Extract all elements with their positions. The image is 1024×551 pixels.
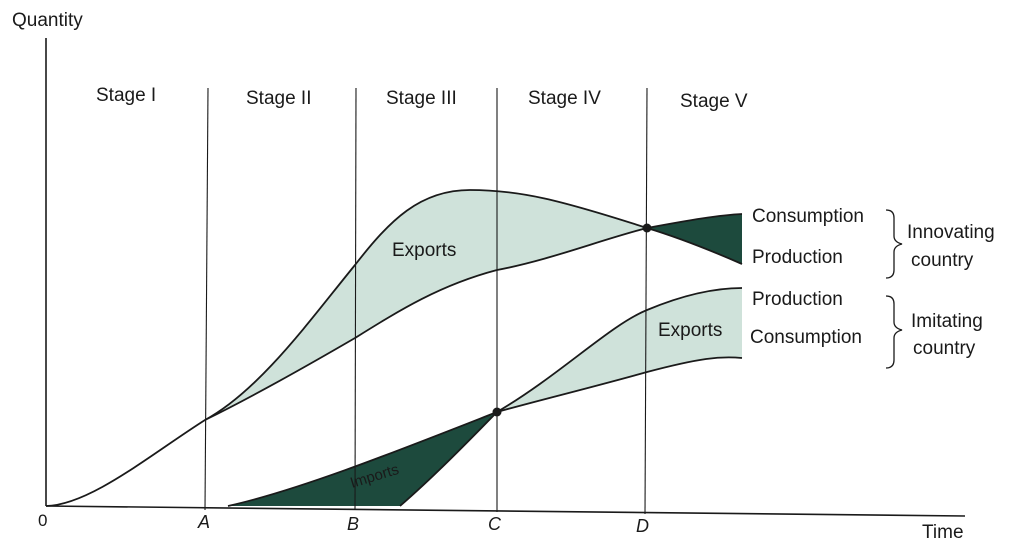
x-axis-label: Time: [922, 522, 964, 543]
stage-label-1: Stage I: [96, 85, 156, 106]
imitating-brace: [885, 295, 903, 369]
imitating-exports-label: Exports: [658, 320, 722, 341]
innovating-brace: [885, 209, 903, 279]
tick-label-a: A: [197, 512, 210, 532]
stage-label-4: Stage IV: [528, 88, 601, 109]
imitating-production-label: Production: [752, 289, 843, 310]
intersection-point-d: [642, 223, 652, 233]
divider-d: [644, 87, 648, 515]
divider-b: [354, 87, 357, 511]
imitating-group-label-line1: Imitating: [911, 311, 983, 332]
innovating-exports-label: Exports: [392, 240, 456, 261]
innovating-exports-area: [205, 190, 647, 420]
innovating-group-label-line1: Innovating: [907, 222, 995, 243]
tick-label-b: B: [347, 514, 359, 534]
innovating-production-label: Production: [752, 247, 843, 268]
x-axis: [45, 505, 966, 517]
stage-label-2: Stage II: [246, 88, 312, 109]
imitating-consumption-curve: [227, 356, 743, 507]
stage-label-3: Stage III: [386, 88, 457, 109]
intersection-point-c: [492, 407, 502, 417]
innovating-net-imports-area: [647, 214, 742, 264]
tick-label-c: C: [488, 514, 502, 534]
imports-area: [228, 412, 497, 506]
imitating-production-curve: [399, 287, 743, 507]
divider-a: [204, 87, 209, 511]
innovating-consumption-curve: [204, 213, 743, 421]
innovating-group-label-line2: country: [911, 250, 974, 271]
origin-label: 0: [38, 511, 47, 530]
tick-label-d: D: [636, 516, 649, 536]
imitating-exports-area: [497, 288, 742, 412]
innovating-consumption-label: Consumption: [752, 206, 864, 227]
imitating-group-label-line2: country: [913, 338, 976, 359]
stage-label-5: Stage V: [680, 91, 748, 112]
imitating-consumption-label: Consumption: [750, 327, 862, 348]
y-axis-label: Quantity: [12, 10, 83, 31]
